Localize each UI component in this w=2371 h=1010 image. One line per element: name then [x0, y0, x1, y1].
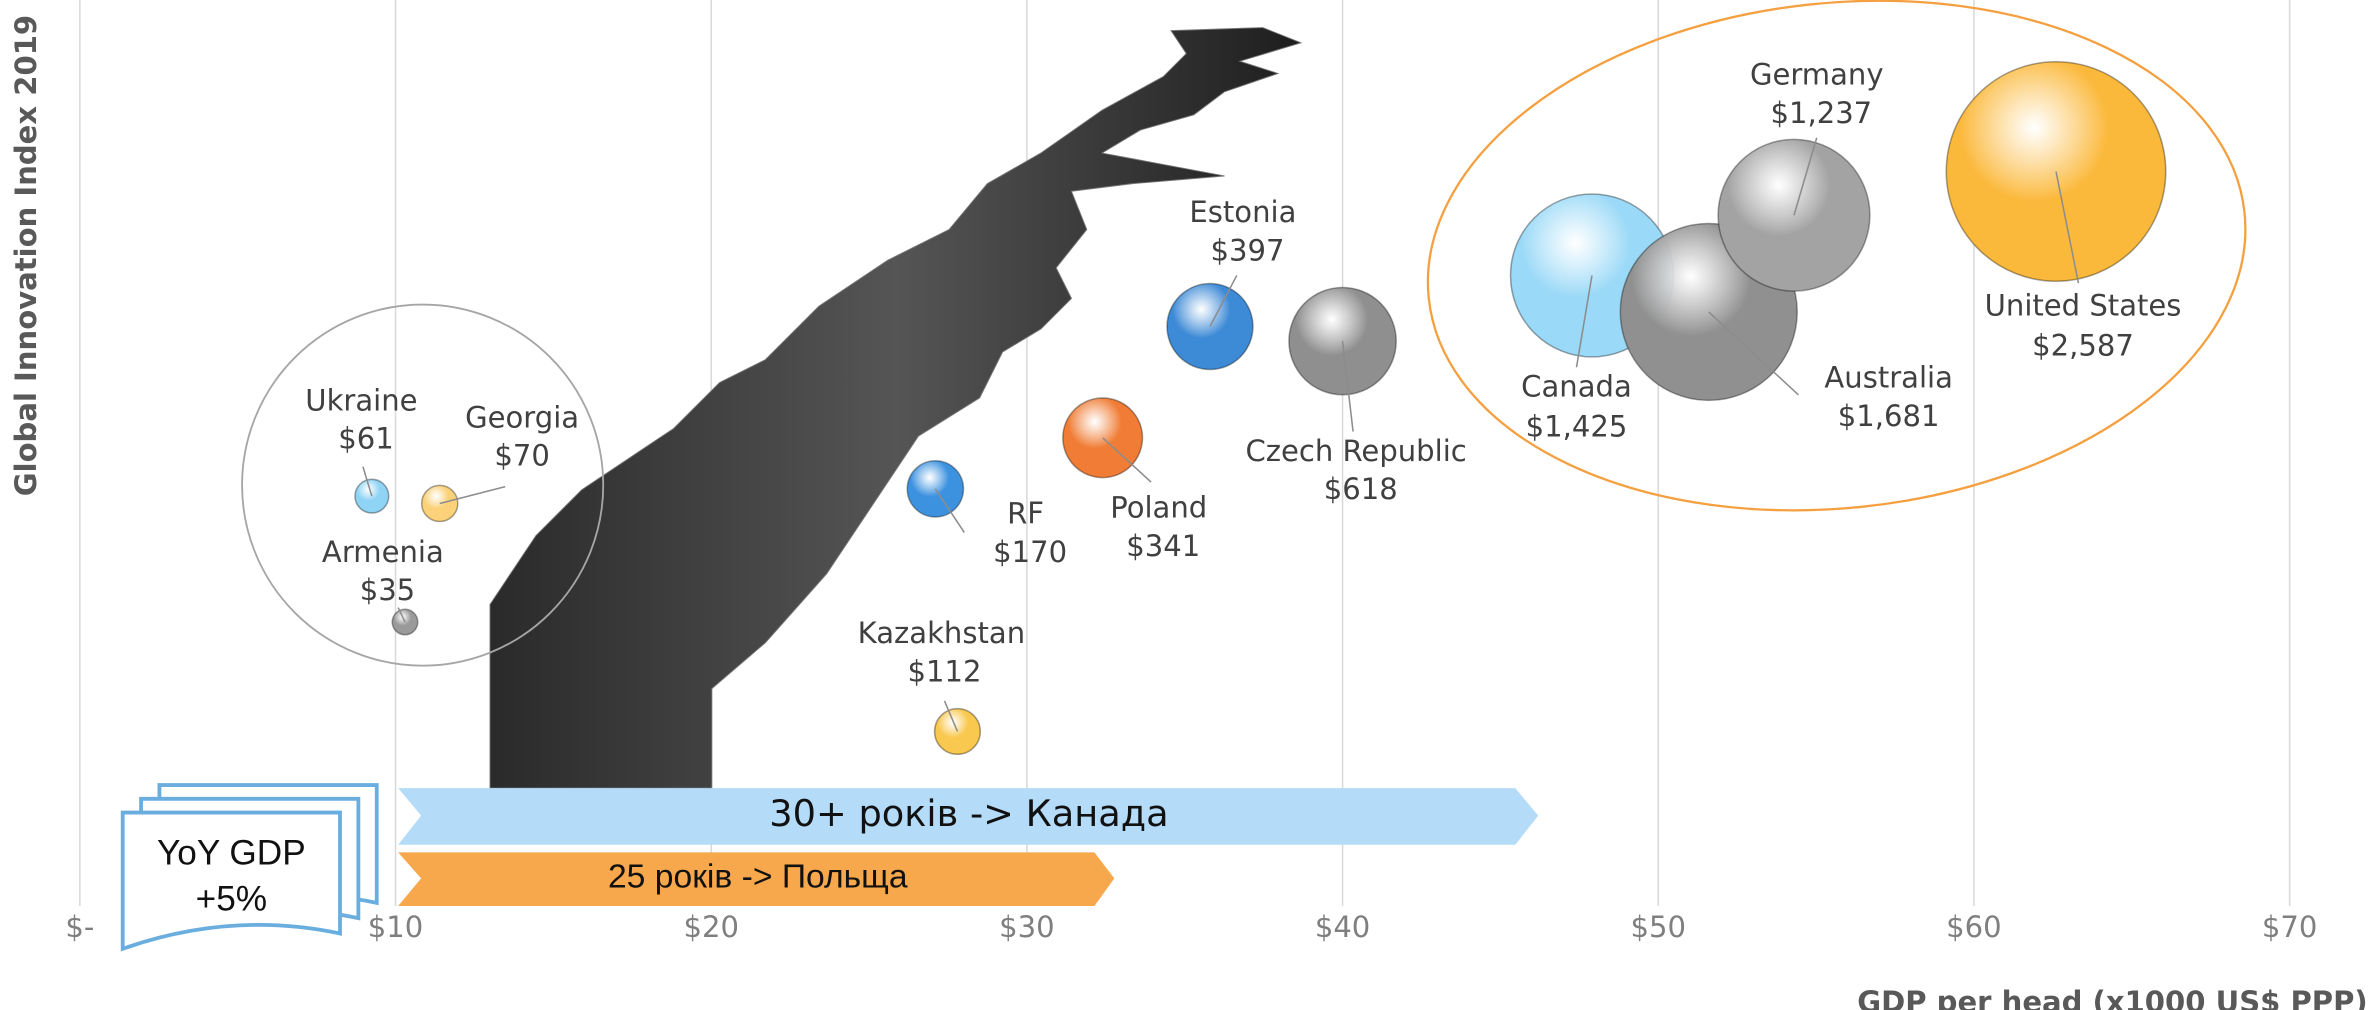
note-line: +5%	[196, 880, 267, 919]
point-label: Kazakhstan	[858, 616, 1025, 650]
x-tick-label: $30	[999, 910, 1054, 944]
x-tick-label: $40	[1315, 910, 1370, 944]
point-label: Georgia	[465, 400, 579, 434]
bubble	[933, 707, 982, 756]
banner-canada	[398, 788, 1539, 845]
point-label: Canada	[1521, 370, 1632, 404]
group-ellipse	[1426, 0, 2247, 512]
x-tick-label: $50	[1631, 910, 1686, 944]
leader-line	[1793, 137, 1818, 216]
bubble	[420, 484, 459, 523]
size-label: $1,681	[1838, 399, 1940, 433]
point-label: Czech Republic	[1245, 434, 1466, 468]
size-label: $61	[338, 422, 393, 456]
size-label: $70	[494, 439, 549, 473]
crack-decoration	[489, 27, 1303, 789]
banner-canada-text: 30+ років -> Канада	[769, 792, 1168, 835]
x-tick-label: $70	[2262, 910, 2317, 944]
leader-line	[1341, 341, 1354, 432]
leader-line	[1708, 311, 1799, 396]
group-circle	[241, 303, 605, 667]
banner-poland-text: 25 років -> Польща	[608, 858, 908, 895]
size-label: $170	[993, 535, 1067, 569]
point-label: United States	[1985, 289, 2182, 323]
point-label: Germany	[1750, 58, 1884, 92]
size-label: $341	[1126, 529, 1200, 563]
size-label: $2,587	[2032, 328, 2134, 362]
banner-poland	[398, 852, 1115, 906]
size-label: $397	[1210, 233, 1284, 267]
leader-line	[1102, 437, 1152, 483]
leader-line	[2055, 171, 2080, 284]
point-label: Armenia	[322, 535, 444, 569]
note-doc	[120, 783, 379, 952]
x-axis-title: GDP per head (x1000 US$ PPP)	[1857, 985, 2367, 1010]
x-tick-label: $60	[1946, 910, 2001, 944]
bubble	[1717, 138, 1871, 292]
leader-line	[943, 700, 959, 732]
size-label: $1,425	[1526, 409, 1628, 443]
bubble	[1288, 286, 1397, 396]
point-label: Poland	[1110, 491, 1207, 525]
leader-line	[397, 607, 406, 623]
note-line: YoY GDP	[157, 834, 306, 873]
size-label: $35	[360, 573, 415, 607]
leader-line	[362, 466, 373, 497]
leader-line	[934, 488, 966, 533]
leader-line	[1575, 275, 1593, 368]
x-tick-label: $-	[65, 910, 94, 944]
point-label: Ukraine	[305, 383, 417, 417]
bubble	[1945, 60, 2167, 282]
size-label: $112	[907, 654, 981, 688]
leader-line	[439, 485, 506, 505]
x-tick-label: $10	[368, 910, 423, 944]
point-label: Estonia	[1189, 195, 1296, 229]
point-label: RF	[1007, 497, 1044, 531]
x-tick-label: $20	[683, 910, 738, 944]
y-axis-title: Global Innovation Index 2019	[9, 15, 43, 496]
size-label: $618	[1324, 472, 1398, 506]
leader-line	[1209, 275, 1238, 327]
point-label: Australia	[1824, 361, 1953, 395]
size-label: $1,237	[1770, 96, 1872, 130]
